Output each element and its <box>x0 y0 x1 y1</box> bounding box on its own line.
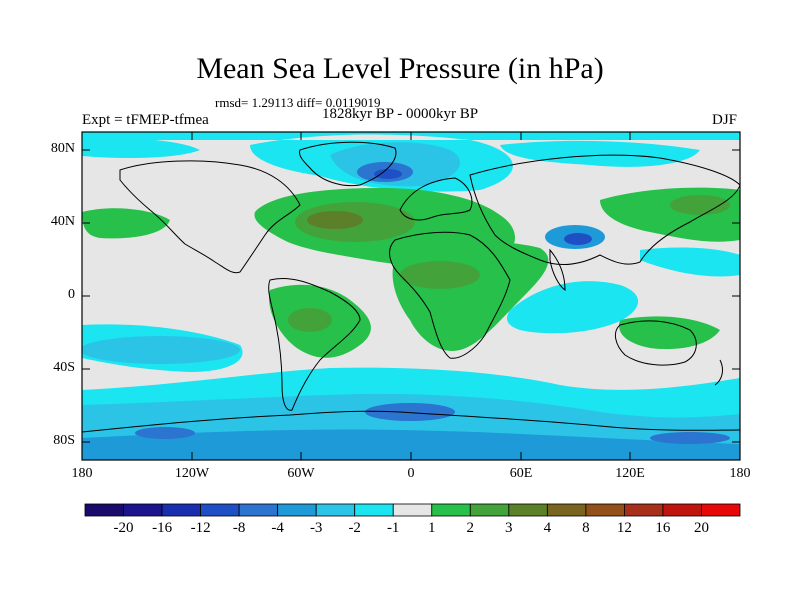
colorbar <box>84 503 741 517</box>
south-america-high-core <box>288 308 332 332</box>
coast-asia <box>469 154 740 265</box>
colorbar-swatch <box>277 503 317 517</box>
colorbar-label: 1 <box>428 520 436 536</box>
north-atlantic-high-center <box>307 211 363 229</box>
experiment-label: Expt = tFMEP-tfmea <box>82 112 209 128</box>
colorbar-swatch <box>392 503 433 517</box>
colorbar-label: -16 <box>152 520 173 536</box>
coastlines <box>82 141 740 433</box>
lon-tick-label: 0 <box>407 466 415 481</box>
colorbar-swatch <box>161 503 201 517</box>
siberia-negative <box>500 140 700 167</box>
lon-tick-label: 60W <box>287 466 315 481</box>
lat-tick-label: 80N <box>50 141 75 156</box>
lat-tick-label: 80S <box>53 433 75 448</box>
colorbar-swatch <box>84 503 124 517</box>
southern-ocean-low-3 <box>650 432 730 444</box>
season-label: DJF <box>712 112 738 128</box>
coast-south-america <box>268 277 361 411</box>
colorbar-label: -4 <box>271 520 284 536</box>
colorbar-swatch <box>624 503 664 517</box>
pressure-field <box>82 132 740 460</box>
colorbar-label: 8 <box>582 520 590 536</box>
colorbar-label: 16 <box>655 520 671 536</box>
south-pacific-low <box>82 336 240 364</box>
colorbar-label: 12 <box>616 520 632 536</box>
lon-tick-label: 180 <box>71 466 93 481</box>
colorbar-swatch <box>431 503 471 517</box>
east-asia-high-core <box>670 195 730 215</box>
lon-tick-label: 120W <box>174 466 210 481</box>
west-pacific-high <box>619 316 720 350</box>
colorbar-swatch <box>701 503 741 517</box>
colorbar-swatch <box>238 503 279 517</box>
colorbar-swatch <box>585 503 625 517</box>
coast-europe <box>399 177 473 221</box>
stats-label: rmsd= 1.29113 diff= 0.0119019 <box>215 95 381 110</box>
map-title: Mean Sea Level Pressure (in hPa) <box>196 52 604 85</box>
colorbar-swatch <box>315 503 356 517</box>
greenland-low-center <box>374 169 402 179</box>
colorbar-label: 3 <box>505 520 513 536</box>
coast-north-america <box>119 160 301 274</box>
colorbar-label: 20 <box>694 520 709 536</box>
colorbar-swatch <box>123 503 163 517</box>
coast-new-zealand <box>714 359 723 386</box>
north-pacific-negative <box>82 138 200 158</box>
coast-africa <box>389 231 511 359</box>
colorbar-swatch <box>469 503 510 517</box>
colorbar-label: -8 <box>232 520 246 536</box>
colorbar-label: -12 <box>190 520 211 536</box>
lon-tick-label: 120E <box>615 466 645 481</box>
southern-ocean-band-4 <box>82 429 740 460</box>
colorbar-label: -1 <box>386 520 400 536</box>
southern-ocean-low-2 <box>135 427 195 439</box>
lat-tick-label: 40N <box>50 214 75 229</box>
colorbar-label: -2 <box>348 520 361 536</box>
colorbar-swatch <box>354 503 394 517</box>
colorbar-swatch <box>508 503 548 517</box>
lon-tick-label: 60E <box>509 466 533 481</box>
tibet-low-core <box>564 233 592 245</box>
colorbar-swatch <box>200 503 240 517</box>
colorbar-label: 4 <box>543 520 552 536</box>
colorbar-swatch <box>662 503 702 517</box>
coast-india <box>549 248 566 291</box>
coast-antarctica <box>82 410 740 433</box>
colorbar-swatch <box>546 503 587 517</box>
africa-high-core <box>400 261 480 289</box>
colorbar-label: -3 <box>309 520 323 536</box>
north-pacific-high <box>82 208 170 239</box>
southern-ocean-low <box>365 403 455 421</box>
pacific-negative <box>640 247 740 277</box>
indian-ocean-negative <box>507 281 639 334</box>
colorbar-label: -20 <box>113 520 134 536</box>
coast-australia <box>614 320 697 366</box>
period-label: 1828kyr BP - 0000kyr BP <box>322 106 479 122</box>
lat-tick-label: 0 <box>68 287 75 302</box>
lat-tick-label: 40S <box>53 360 75 375</box>
tick-marks <box>81 132 741 460</box>
colorbar-label: 2 <box>466 520 475 536</box>
coast-greenland <box>299 141 397 187</box>
lon-tick-label: 180 <box>729 466 751 481</box>
